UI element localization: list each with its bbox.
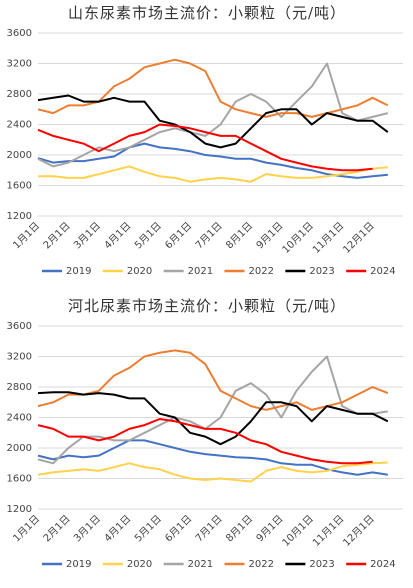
- series-line: [37, 418, 373, 465]
- series-line: [37, 355, 388, 465]
- x-tick-label: 7月1日: [193, 513, 225, 545]
- y-tick-label: 3600: [7, 321, 32, 332]
- x-tick-label: 3月1日: [71, 220, 103, 252]
- y-tick-label: 2400: [7, 413, 32, 424]
- y-tick-label: 1200: [7, 504, 32, 515]
- legend-label: 2020: [127, 266, 152, 277]
- x-tick-label: 5月1日: [132, 513, 164, 545]
- legend-label: 2024: [370, 559, 395, 570]
- legend-label: 2024: [370, 266, 395, 277]
- chart: 山东尿素市场主流价：小颗粒（元/吨） 1200 1600 2000 2400 2800 32…: [7, 4, 403, 277]
- series-line: [37, 391, 389, 446]
- legend-label: 2022: [249, 266, 274, 277]
- x-tick-label: 2月1日: [41, 513, 73, 545]
- x-tick-label: 4月1日: [102, 513, 134, 545]
- legend-label: 2019: [66, 266, 91, 277]
- y-tick-label: 1200: [7, 211, 32, 222]
- series-line: [37, 123, 373, 172]
- series-line: [37, 349, 389, 411]
- y-tick-label: 2000: [7, 443, 32, 454]
- x-tick-label: 6月1日: [163, 513, 195, 545]
- x-tick-label: 12月1日: [341, 220, 377, 256]
- x-tick-label: 1月1日: [11, 220, 43, 252]
- series-line: [37, 461, 388, 483]
- y-tick-label: 1600: [7, 181, 32, 192]
- series-line: [37, 62, 389, 168]
- x-tick-label: 8月1日: [224, 220, 256, 252]
- y-tick-label: 3200: [7, 352, 32, 363]
- x-tick-label: 3月1日: [71, 513, 103, 545]
- legend-label: 2021: [188, 559, 213, 570]
- legend-label: 2020: [127, 559, 152, 570]
- y-tick-label: 3600: [7, 28, 32, 39]
- legend-label: 2023: [309, 559, 334, 570]
- legend-label: 2023: [309, 266, 334, 277]
- y-tick-label: 2800: [7, 89, 32, 100]
- x-tick-label: 1月1日: [11, 513, 43, 545]
- series-line: [37, 94, 389, 149]
- x-tick-label: 4月1日: [102, 220, 134, 252]
- x-tick-label: 6月1日: [163, 220, 195, 252]
- chart-title: 河北尿素市场主流价：小颗粒（元/吨）: [68, 297, 346, 315]
- x-tick-label: 8月1日: [224, 513, 256, 545]
- series-line: [37, 142, 388, 179]
- x-tick-label: 11月1日: [310, 220, 346, 256]
- x-tick-label: 2月1日: [41, 220, 73, 252]
- y-tick-label: 1600: [7, 474, 32, 485]
- y-tick-label: 2000: [7, 150, 32, 161]
- x-tick-label: 10月1日: [280, 513, 316, 549]
- chart-title: 山东尿素市场主流价：小颗粒（元/吨）: [68, 4, 346, 22]
- x-tick-label: 12月1日: [341, 513, 377, 549]
- x-tick-label: 5月1日: [132, 220, 164, 252]
- legend-label: 2019: [66, 559, 91, 570]
- y-tick-label: 2800: [7, 382, 32, 393]
- x-tick-label: 10月1日: [280, 220, 316, 256]
- y-tick-label: 3200: [7, 59, 32, 70]
- legend-label: 2022: [249, 559, 274, 570]
- x-tick-label: 7月1日: [193, 220, 225, 252]
- legend-label: 2021: [188, 266, 213, 277]
- chart: 河北尿素市场主流价：小颗粒（元/吨） 1200 1600 2000 2400 2800 32…: [7, 297, 403, 570]
- x-tick-label: 11月1日: [310, 513, 346, 549]
- series-line: [38, 165, 388, 183]
- y-tick-label: 2400: [7, 120, 32, 131]
